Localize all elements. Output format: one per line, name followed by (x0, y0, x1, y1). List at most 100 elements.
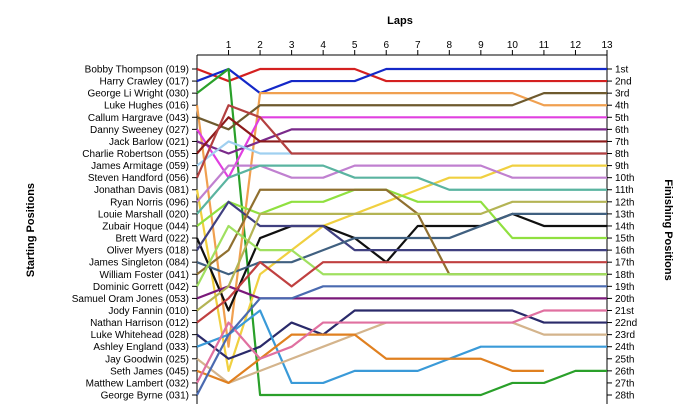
series-line (196, 309, 607, 384)
starting-position-label: Bobby Thompson (019) (85, 65, 189, 76)
starting-position-label: Oliver Myers (018) (107, 246, 189, 257)
series-line (196, 309, 607, 385)
finishing-position-label: 23rd (615, 330, 635, 341)
lap-tick-label: 11 (539, 40, 550, 51)
lap-tick-label: 3 (289, 40, 295, 51)
finishing-position-label: 21st (615, 306, 634, 317)
series-line (196, 224, 607, 287)
series-lines (195, 67, 607, 397)
series-line (196, 67, 607, 95)
finishing-position-label: 10th (615, 173, 634, 184)
series-line (196, 200, 607, 312)
series-line (196, 92, 607, 131)
finishing-position-label: 7th (615, 137, 629, 148)
left-axis-title: Starting Positions (25, 183, 37, 277)
finishing-position-labels: 1st2nd3rd4th5th6th7th8th9th10th11th12th1… (615, 65, 637, 402)
right-axis-title: Finishing Positions (662, 179, 674, 280)
finishing-position-label: 2nd (615, 77, 632, 88)
starting-position-label: Luke Whitehead (028) (91, 330, 189, 341)
starting-position-label: Luke Hughes (016) (104, 101, 189, 112)
starting-position-label: James Armitage (059) (91, 161, 189, 172)
finishing-position-label: 11th (615, 185, 634, 196)
finishing-position-label: 15th (615, 234, 634, 245)
finishing-position-label: 3rd (615, 89, 629, 100)
series-line (196, 164, 607, 203)
starting-position-label: Jody Fannin (010) (108, 306, 189, 317)
series-line (196, 309, 607, 360)
lap-tick-label: 2 (257, 40, 263, 51)
starting-position-label: Jack Barlow (021) (109, 137, 189, 148)
series-line (196, 67, 607, 397)
finishing-position-label: 8th (615, 149, 629, 160)
lap-tick-label: 5 (352, 40, 358, 51)
starting-position-label: James Singleton (084) (89, 258, 189, 269)
finishing-position-label: 6th (615, 125, 629, 136)
finishing-position-label: 19th (615, 282, 634, 293)
lap-tick-label: 7 (415, 40, 421, 51)
series-line (196, 285, 607, 396)
starting-position-label: George Byrne (031) (101, 391, 189, 402)
starting-position-label: Zubair Hoque (044) (102, 221, 189, 232)
starting-position-label: William Foster (041) (100, 270, 189, 281)
starting-position-label: Charlie Robertson (055) (82, 149, 189, 160)
finishing-position-label: 16th (615, 246, 634, 257)
series-line (195, 104, 607, 179)
starting-position-label: Ashley England (033) (93, 342, 189, 353)
lap-tick-label: 9 (478, 40, 484, 51)
finishing-position-label: 4th (615, 101, 629, 112)
series-line (195, 92, 607, 348)
finishing-position-label: 28th (615, 391, 634, 402)
starting-position-label: Nathan Harrison (012) (90, 318, 189, 329)
finishing-position-label: 25th (615, 354, 634, 365)
series-line (196, 285, 607, 300)
series-line (196, 261, 607, 324)
series-line (196, 116, 607, 179)
series-line (196, 200, 607, 252)
finishing-position-label: 24th (615, 342, 634, 353)
lap-tick-label: 10 (507, 40, 519, 51)
finishing-position-label: 13th (615, 209, 634, 220)
series-line (196, 333, 544, 385)
starting-position-label: Jonathan Davis (081) (94, 185, 189, 196)
finishing-position-label: 22nd (615, 318, 637, 329)
starting-position-labels: Bobby Thompson (019)Harry Crawley (017)G… (72, 65, 189, 402)
starting-position-label: Danny Sweeney (027) (90, 125, 189, 136)
starting-position-label: Brett Ward (022) (115, 234, 189, 245)
starting-position-label: Samuel Oram Jones (053) (72, 294, 189, 305)
finishing-position-label: 9th (615, 161, 629, 172)
finishing-position-label: 18th (615, 270, 634, 281)
series-line (196, 212, 607, 276)
starting-position-label: George Li Wright (030) (87, 89, 189, 100)
starting-position-label: Jay Goodwin (025) (105, 354, 189, 365)
lap-tick-label: 8 (447, 40, 453, 51)
finishing-position-label: 1st (615, 65, 629, 76)
lap-tick-label: 1 (226, 40, 232, 51)
series-line (196, 164, 607, 215)
starting-position-label: Ryan Norris (096) (110, 197, 189, 208)
lap-tick-label: 12 (570, 40, 582, 51)
finishing-position-label: 27th (615, 378, 634, 389)
series-line (195, 212, 607, 312)
starting-position-label: Matthew Lambert (032) (86, 378, 189, 389)
starting-position-label: Callum Hargrave (043) (88, 113, 189, 124)
lap-tick-label: 4 (320, 40, 326, 51)
starting-position-label: Dominic Gorrett (042) (93, 282, 189, 293)
series-line (196, 188, 607, 240)
starting-position-label: Steven Handford (056) (88, 173, 189, 184)
series-line (196, 116, 607, 155)
finishing-position-label: 14th (615, 221, 634, 232)
starting-position-label: Louie Marshall (020) (98, 209, 189, 220)
series-line (196, 67, 607, 83)
finishing-position-label: 12th (615, 197, 634, 208)
finishing-position-label: 17th (615, 258, 634, 269)
finishing-position-label: 20th (615, 294, 634, 305)
lap-tick-label: 13 (601, 40, 613, 51)
starting-position-label: Seth James (045) (110, 366, 189, 377)
lap-tick-labels: 1 2 3 4 5 6 7 8 9 10 11 12 13 (226, 40, 613, 55)
finishing-position-label: 5th (615, 113, 629, 124)
finishing-position-label: 26th (615, 366, 634, 377)
chart-title: Laps (387, 15, 413, 27)
series-line (196, 128, 607, 155)
lap-tick-label: 6 (383, 40, 389, 51)
